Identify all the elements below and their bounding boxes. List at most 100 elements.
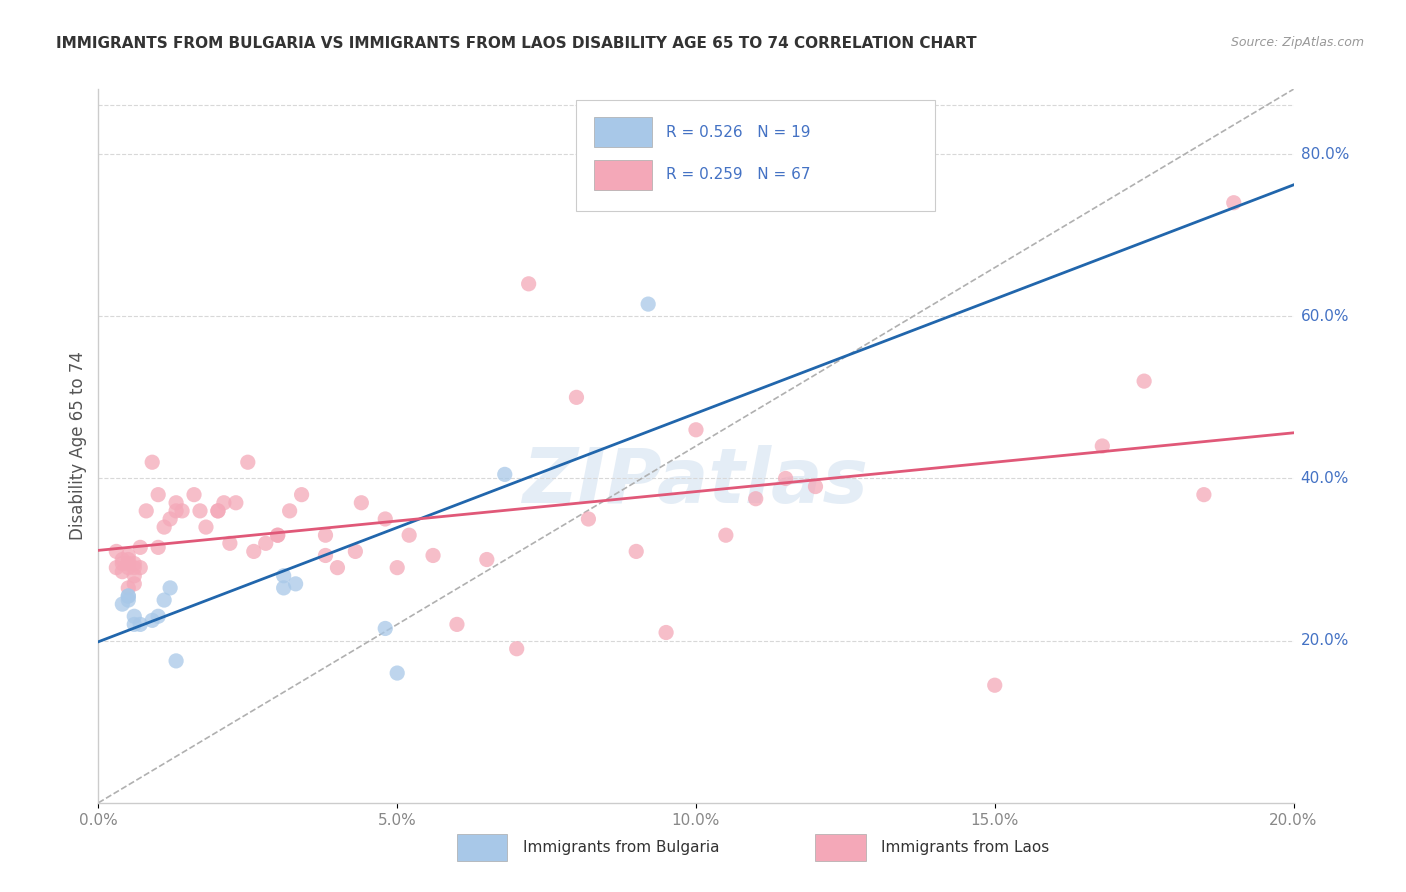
Point	[165, 504, 187, 518]
Point	[290, 488, 312, 502]
Point	[117, 557, 139, 571]
Point	[124, 577, 146, 591]
Point	[225, 496, 247, 510]
Point	[111, 597, 134, 611]
Point	[284, 577, 307, 591]
Point	[278, 504, 301, 518]
Point	[212, 496, 235, 510]
Point	[124, 617, 146, 632]
Point	[745, 491, 768, 506]
Text: ZIPatlas: ZIPatlas	[523, 445, 869, 518]
Text: 80.0%: 80.0%	[1301, 146, 1348, 161]
Point	[326, 560, 349, 574]
Point	[374, 622, 396, 636]
Point	[315, 528, 337, 542]
Point	[117, 589, 139, 603]
Text: Source: ZipAtlas.com: Source: ZipAtlas.com	[1230, 36, 1364, 49]
Y-axis label: Disability Age 65 to 74: Disability Age 65 to 74	[69, 351, 87, 541]
Text: R = 0.259   N = 67: R = 0.259 N = 67	[666, 168, 811, 182]
Text: 20.0%: 20.0%	[1301, 633, 1348, 648]
Text: 40.0%: 40.0%	[1301, 471, 1348, 486]
Point	[117, 560, 139, 574]
Bar	[595, 160, 652, 190]
Point	[685, 423, 707, 437]
Point	[117, 552, 139, 566]
Point	[124, 609, 146, 624]
Point	[183, 488, 205, 502]
Point	[117, 593, 139, 607]
Bar	[815, 834, 866, 862]
Point	[172, 504, 194, 518]
Point	[236, 455, 259, 469]
Point	[141, 455, 163, 469]
Point	[165, 654, 187, 668]
Point	[273, 568, 295, 582]
Point	[135, 504, 157, 518]
Point	[129, 541, 152, 555]
Text: IMMIGRANTS FROM BULGARIA VS IMMIGRANTS FROM LAOS DISABILITY AGE 65 TO 74 CORRELA: IMMIGRANTS FROM BULGARIA VS IMMIGRANTS F…	[56, 36, 977, 51]
Text: R = 0.526   N = 19: R = 0.526 N = 19	[666, 125, 811, 139]
Text: 60.0%: 60.0%	[1301, 309, 1348, 324]
Point	[494, 467, 516, 482]
Point	[111, 565, 134, 579]
Point	[129, 560, 152, 574]
Bar	[595, 117, 652, 147]
Point	[219, 536, 242, 550]
Point	[385, 666, 409, 681]
Point	[344, 544, 367, 558]
Point	[655, 625, 678, 640]
Point	[475, 552, 498, 566]
Point	[148, 609, 170, 624]
Point	[804, 479, 827, 493]
Point	[1091, 439, 1114, 453]
Bar	[457, 834, 508, 862]
Point	[1192, 488, 1215, 502]
Point	[148, 541, 170, 555]
Point	[254, 536, 277, 550]
Point	[207, 504, 229, 518]
Point	[207, 504, 229, 518]
Point	[374, 512, 396, 526]
Point	[267, 528, 290, 542]
Bar	[576, 100, 935, 211]
Text: Immigrants from Laos: Immigrants from Laos	[882, 840, 1049, 855]
Point	[775, 471, 797, 485]
Point	[983, 678, 1005, 692]
Point	[105, 560, 128, 574]
Point	[398, 528, 420, 542]
Point	[117, 589, 139, 603]
Point	[124, 568, 146, 582]
Point	[565, 390, 588, 404]
Point	[111, 557, 134, 571]
Point	[267, 528, 290, 542]
Point	[117, 549, 139, 563]
Point	[111, 552, 134, 566]
Point	[637, 297, 659, 311]
Point	[506, 641, 529, 656]
Point	[165, 496, 187, 510]
Point	[188, 504, 211, 518]
Point	[124, 560, 146, 574]
Point	[153, 520, 176, 534]
Point	[315, 549, 337, 563]
Point	[117, 581, 139, 595]
Point	[1223, 195, 1246, 210]
Text: Immigrants from Bulgaria: Immigrants from Bulgaria	[523, 840, 720, 855]
Point	[141, 613, 163, 627]
Point	[124, 557, 146, 571]
Point	[159, 581, 181, 595]
Point	[159, 512, 181, 526]
Point	[350, 496, 373, 510]
Point	[422, 549, 444, 563]
Point	[129, 617, 152, 632]
Point	[578, 512, 600, 526]
Point	[446, 617, 468, 632]
Point	[714, 528, 737, 542]
Point	[153, 593, 176, 607]
Point	[624, 544, 647, 558]
Point	[1133, 374, 1156, 388]
Point	[243, 544, 266, 558]
Point	[194, 520, 218, 534]
Point	[273, 581, 295, 595]
Point	[105, 544, 128, 558]
